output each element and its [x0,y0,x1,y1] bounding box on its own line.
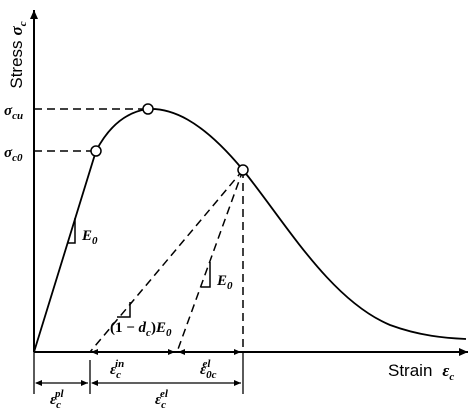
damaged-unloading-line [89,169,244,353]
initial-stress-label: σc0 [4,145,23,164]
inelastic-strain-label: εcin [110,358,124,381]
elastic-unloading-line [176,169,244,353]
peak-point [142,103,154,115]
x-axis-title: Strain εc [388,361,454,383]
peak-stress-label: σcu [4,103,23,122]
initial-slope-triangle [67,218,76,244]
unloading-modulus-label: E0 [216,273,233,292]
elastic-strain-label: εcel [155,388,169,411]
y-axis-title: Stressσc [7,21,29,88]
elastic0-strain-label: ε0cel [200,358,217,381]
unloading-point [237,164,249,176]
damaged-slope-triangle [117,302,131,318]
unloading-slope-triangle [201,262,211,288]
initial-yield-point [90,145,102,157]
initial-modulus-label: E0 [81,228,98,247]
damaged-modulus-label: (1 − dc)E0 [110,320,172,339]
plastic-strain-label: εcpl [50,388,65,411]
stress-strain-curve [33,108,467,353]
